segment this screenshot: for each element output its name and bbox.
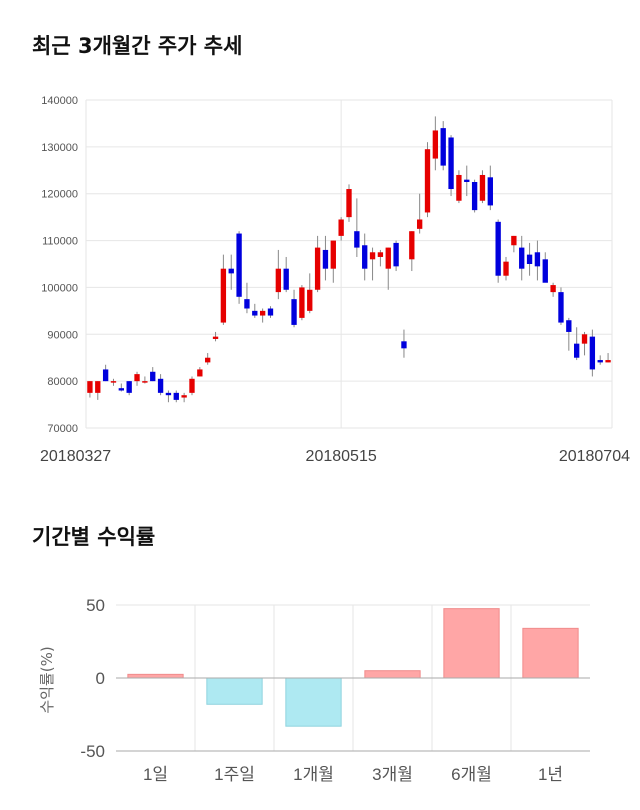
x-tick-label: 20180515 <box>306 448 377 465</box>
candle-body <box>338 219 344 236</box>
candle-body <box>393 242 399 267</box>
candle-body <box>228 268 234 274</box>
y-tick-label: 70000 <box>47 423 78 435</box>
candle-body <box>142 381 148 383</box>
candle-body <box>299 287 305 318</box>
x-category-label: 6개월 <box>451 765 492 784</box>
candle-body <box>181 395 187 398</box>
candle-body <box>205 357 211 363</box>
candle-body <box>189 378 195 393</box>
y-tick-label: 130000 <box>41 142 78 154</box>
candle-body <box>87 381 93 393</box>
returns-title: 기간별 수익률 <box>32 525 156 549</box>
candle-body <box>157 378 164 393</box>
candle-body <box>495 221 501 276</box>
candle-body <box>346 189 352 218</box>
x-tick-label: 20180327 <box>40 448 111 465</box>
price-candlestick-chart: 70000 80000 90000 100000 110000 120000 130000 1… <box>40 95 630 465</box>
candle-body <box>110 381 117 383</box>
candle-body <box>126 381 132 393</box>
candle-body <box>424 149 431 213</box>
candle-body <box>566 320 572 332</box>
candle-body <box>464 179 470 182</box>
return-bar <box>522 627 579 679</box>
candle-body <box>150 371 156 382</box>
candle-body <box>134 374 140 382</box>
candle-body <box>118 388 124 391</box>
candle-body <box>574 343 580 358</box>
candle-body <box>322 249 329 269</box>
candle-body <box>314 247 321 290</box>
x-category-label: 1주일 <box>214 765 255 784</box>
y-tick-label: -50 <box>80 742 105 761</box>
candle-body <box>558 292 564 323</box>
candle-body <box>550 285 556 293</box>
candle-body <box>354 231 360 248</box>
candle-body <box>236 233 242 297</box>
candle-body <box>440 128 446 166</box>
candle-body <box>416 219 423 229</box>
candle-body <box>95 381 101 393</box>
return-bar <box>285 677 342 727</box>
candle-body <box>581 334 588 344</box>
candle-body <box>291 299 297 325</box>
candle-body <box>212 336 219 339</box>
candle-body <box>197 369 203 377</box>
candle-body <box>362 245 368 269</box>
candle-body <box>267 308 274 316</box>
candle-body <box>330 240 336 269</box>
candle-body <box>519 247 525 269</box>
candle-body <box>102 369 109 382</box>
candle-body <box>165 392 172 396</box>
candle-body <box>377 252 384 257</box>
candle-body <box>369 252 376 260</box>
y-axis-label: 수익률(%) <box>38 646 56 713</box>
candle-body <box>542 259 548 283</box>
candle-body <box>471 182 478 211</box>
candle-body <box>283 268 289 290</box>
x-category-label: 1개월 <box>293 765 334 784</box>
y-tick-label: 0 <box>96 669 105 688</box>
candle-body <box>173 392 179 400</box>
y-tick-label: 140000 <box>41 95 78 107</box>
candle-body <box>487 177 493 206</box>
candle-body <box>252 310 258 316</box>
return-bar <box>206 677 263 705</box>
candle-body <box>511 235 517 246</box>
candle-body <box>220 268 227 323</box>
price-trend-title: 최근 3개월간 주가 추세 <box>32 34 243 58</box>
return-bar <box>127 673 184 679</box>
candle-body <box>432 130 439 159</box>
candle-body <box>244 299 250 309</box>
y-tick-label: 120000 <box>41 189 78 201</box>
y-tick-label: 100000 <box>41 282 78 294</box>
y-tick-label: 90000 <box>47 329 78 341</box>
candle-body <box>479 174 486 201</box>
x-tick-label: 20180704 <box>559 448 630 465</box>
x-category-label: 1일 <box>143 765 168 784</box>
candle-body <box>605 360 611 363</box>
y-tick-label: 110000 <box>42 236 78 248</box>
y-tick-label: 80000 <box>47 376 78 388</box>
returns-bar-chart: -50 0 50 1일 1주일 1개월 3개월 6개월 1년 수익률(%) <box>38 596 590 784</box>
return-bar <box>364 670 421 679</box>
candle-body <box>275 268 282 293</box>
candle-body <box>259 310 266 316</box>
candle-body <box>307 289 313 311</box>
candle-body <box>503 261 509 276</box>
candle-body <box>456 174 462 201</box>
candle-body <box>534 252 541 267</box>
x-category-label: 3개월 <box>372 765 413 784</box>
return-bar <box>443 608 500 679</box>
candle-body <box>526 254 533 264</box>
candle-body <box>448 137 454 190</box>
y-tick-label: 50 <box>86 596 105 615</box>
x-category-label: 1년 <box>538 765 563 784</box>
candle-body <box>409 231 415 260</box>
candle-body <box>589 336 596 370</box>
candle-body <box>385 247 391 269</box>
candle-body <box>597 360 603 363</box>
candle-body <box>401 341 407 349</box>
